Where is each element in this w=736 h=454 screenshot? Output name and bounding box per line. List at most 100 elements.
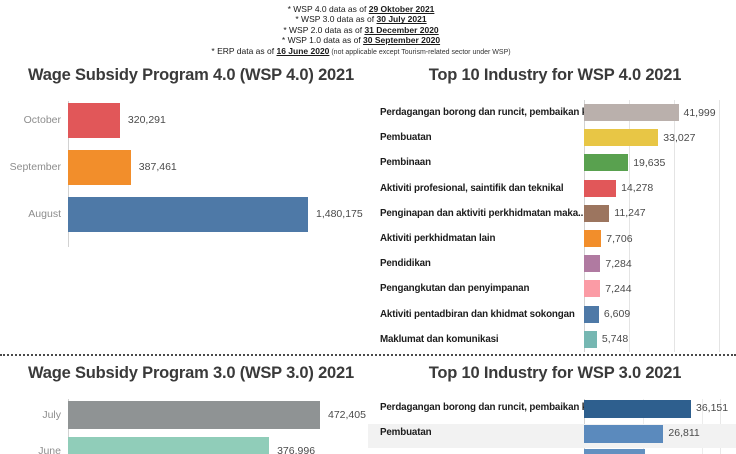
category-label: Maklumat dan komunikasi [380, 333, 499, 345]
value-label: 472,405 [328, 409, 366, 421]
value-label: 387,461 [138, 161, 177, 173]
note-line: * WSP 1.0 data as of 30 September 2020 [0, 35, 722, 45]
note-line: * ERP data as of 16 June 2020 (not appli… [0, 46, 722, 58]
bar[interactable] [584, 179, 617, 197]
bar[interactable] [584, 255, 601, 273]
gridline [629, 100, 630, 352]
note-prefix: * WSP 4.0 data as of [287, 4, 369, 14]
value-label: 6,609 [603, 308, 631, 321]
category-label: Penginapan dan aktiviti perkhidmatan mak… [380, 207, 584, 219]
header-notes: * WSP 4.0 data as of 29 Oktober 2021 * WS… [0, 4, 736, 58]
category-label: Aktiviti perkhidmatan lain [380, 233, 496, 245]
bar-row: Pembuatan 26,811 [368, 423, 736, 448]
note-prefix: * WSP 3.0 data as of [295, 14, 377, 25]
value-label: 7,706 [606, 232, 633, 245]
bar-row: Perdagangan borong dan runcit, pembaikan… [368, 100, 736, 125]
bar[interactable] [68, 401, 320, 429]
bar[interactable] [68, 150, 131, 185]
bar-row: July 472,405 [0, 401, 368, 437]
bar[interactable] [584, 330, 597, 348]
bar[interactable] [584, 400, 691, 418]
chart-title-wsp3-industries: Top 10 Industry for WSP 3.0 2021 [428, 364, 682, 382]
bar[interactable] [584, 449, 645, 454]
bar[interactable] [68, 197, 308, 232]
note-date: 30 September 2020 [363, 35, 441, 46]
category-label: Pengangkutan dan penyimpanan [380, 283, 530, 295]
chart-wsp4-industries: Top 10 Industry for WSP 4.0 2021 Perdaga… [368, 63, 736, 355]
chart-wsp3-industries: Top 10 Industry for WSP 3.0 2021 Perdaga… [368, 361, 736, 454]
category-label: Perdagangan borong dan runcit, pembaikan… [380, 402, 584, 413]
note-date: 29 Oktober 2021 [368, 4, 435, 14]
note-suffix: (not applicable except Tourism-related s… [329, 48, 511, 56]
bar-row: Aktiviti perkhidmatan lain 7,706 [368, 226, 736, 251]
bar-row: Aktiviti pentadbiran dan khidmat sokonga… [368, 302, 736, 327]
chart-title-wsp4-industries: Top 10 Industry for WSP 4.0 2021 [428, 66, 682, 84]
category-label: Pembinaan [380, 157, 431, 169]
bar-row: August 1,480,175 [0, 197, 368, 244]
category-label: September [9, 161, 61, 173]
value-label: 320,291 [127, 114, 166, 126]
note-date: 16 June 2020 [276, 45, 330, 56]
value-label: 376,996 [277, 445, 316, 454]
bar-row: Maklumat dan komunikasi 5,748 [368, 327, 736, 352]
bar[interactable] [584, 154, 629, 172]
bar-row: Perdagangan borong dan runcit, pembaikan… [368, 399, 736, 424]
value-label: 14,278 [621, 182, 654, 195]
note-line: * WSP 4.0 data as of 29 Oktober 2021 [0, 4, 722, 14]
bar[interactable] [584, 230, 602, 248]
category-label: October [23, 114, 61, 126]
bar[interactable] [584, 280, 601, 298]
gridline [719, 100, 720, 352]
chart-title-wsp3-months: Wage Subsidy Program 3.0 (WSP 3.0) 2021 [28, 364, 354, 382]
note-line: * WSP 3.0 data as of 30 July 2021 [0, 14, 722, 24]
bar[interactable] [584, 424, 664, 443]
value-label: 7,244 [605, 282, 632, 295]
value-label: 26,811 [668, 426, 700, 439]
note-prefix: * WSP 1.0 data as of [281, 35, 364, 46]
value-label: 1,480,175 [316, 208, 363, 220]
bar-row: September 387,461 [0, 150, 368, 197]
bar[interactable] [584, 104, 679, 122]
bar-row: Aktiviti profesional, saintifik dan tekn… [368, 176, 736, 201]
axis-zero-line [584, 100, 585, 352]
value-label: 7,284 [605, 257, 632, 270]
category-label: Pembuatan [380, 132, 432, 144]
bar-row: Pengangkutan dan penyimpanan 7,244 [368, 276, 736, 301]
chart-title-wsp4-months: Wage Subsidy Program 4.0 (WSP 4.0) 2021 [28, 66, 354, 84]
bar[interactable] [68, 103, 120, 138]
value-label: 19,635 [633, 156, 666, 169]
bar-row: June 376,996 [0, 437, 368, 454]
note-date: 31 December 2020 [364, 24, 439, 35]
chart-wsp4-months: Wage Subsidy Program 4.0 (WSP 4.0) 2021 … [0, 63, 368, 355]
chart-wsp3-months: Wage Subsidy Program 3.0 (WSP 3.0) 2021 … [0, 361, 368, 454]
note-line: * WSP 2.0 data as of 31 December 2020 [0, 25, 722, 35]
category-label: Perdagangan borong dan runcit, pembaikan… [380, 107, 584, 119]
value-label: 36,151 [696, 402, 729, 414]
bar-row: Pembuatan 33,027 [368, 125, 736, 150]
category-label: July [42, 409, 61, 421]
bar-row: Penginapan dan aktiviti perkhidmatan mak… [368, 201, 736, 226]
bar-row-partial [368, 448, 736, 454]
bar[interactable] [584, 305, 599, 323]
bar[interactable] [584, 204, 610, 222]
bar-rows: July 472,405 June 376,996 [0, 401, 368, 454]
gridline [674, 100, 675, 352]
bar[interactable] [584, 129, 659, 147]
value-label: 11,247 [614, 207, 646, 220]
bar-rows: Perdagangan borong dan runcit, pembaikan… [368, 100, 736, 352]
category-label: Aktiviti profesional, saintifik dan tekn… [380, 182, 564, 194]
bar-row: Pendidikan 7,284 [368, 251, 736, 276]
category-label: August [28, 208, 61, 220]
category-label: Pembuatan [380, 426, 432, 438]
bar-rows: Perdagangan borong dan runcit, pembaikan… [368, 399, 736, 454]
bar[interactable] [68, 437, 270, 454]
value-label: 33,027 [663, 131, 696, 144]
category-label: Aktiviti pentadbiran dan khidmat sokonga… [380, 308, 575, 320]
category-label: Pendidikan [380, 258, 431, 270]
bar-row: Pembinaan 19,635 [368, 150, 736, 175]
value-label: 41,999 [683, 106, 716, 119]
bar-rows: October 320,291 September 387,461 August 1,48… [0, 103, 368, 244]
note-date: 30 July 2021 [376, 14, 427, 25]
value-label: 5,748 [601, 333, 629, 346]
